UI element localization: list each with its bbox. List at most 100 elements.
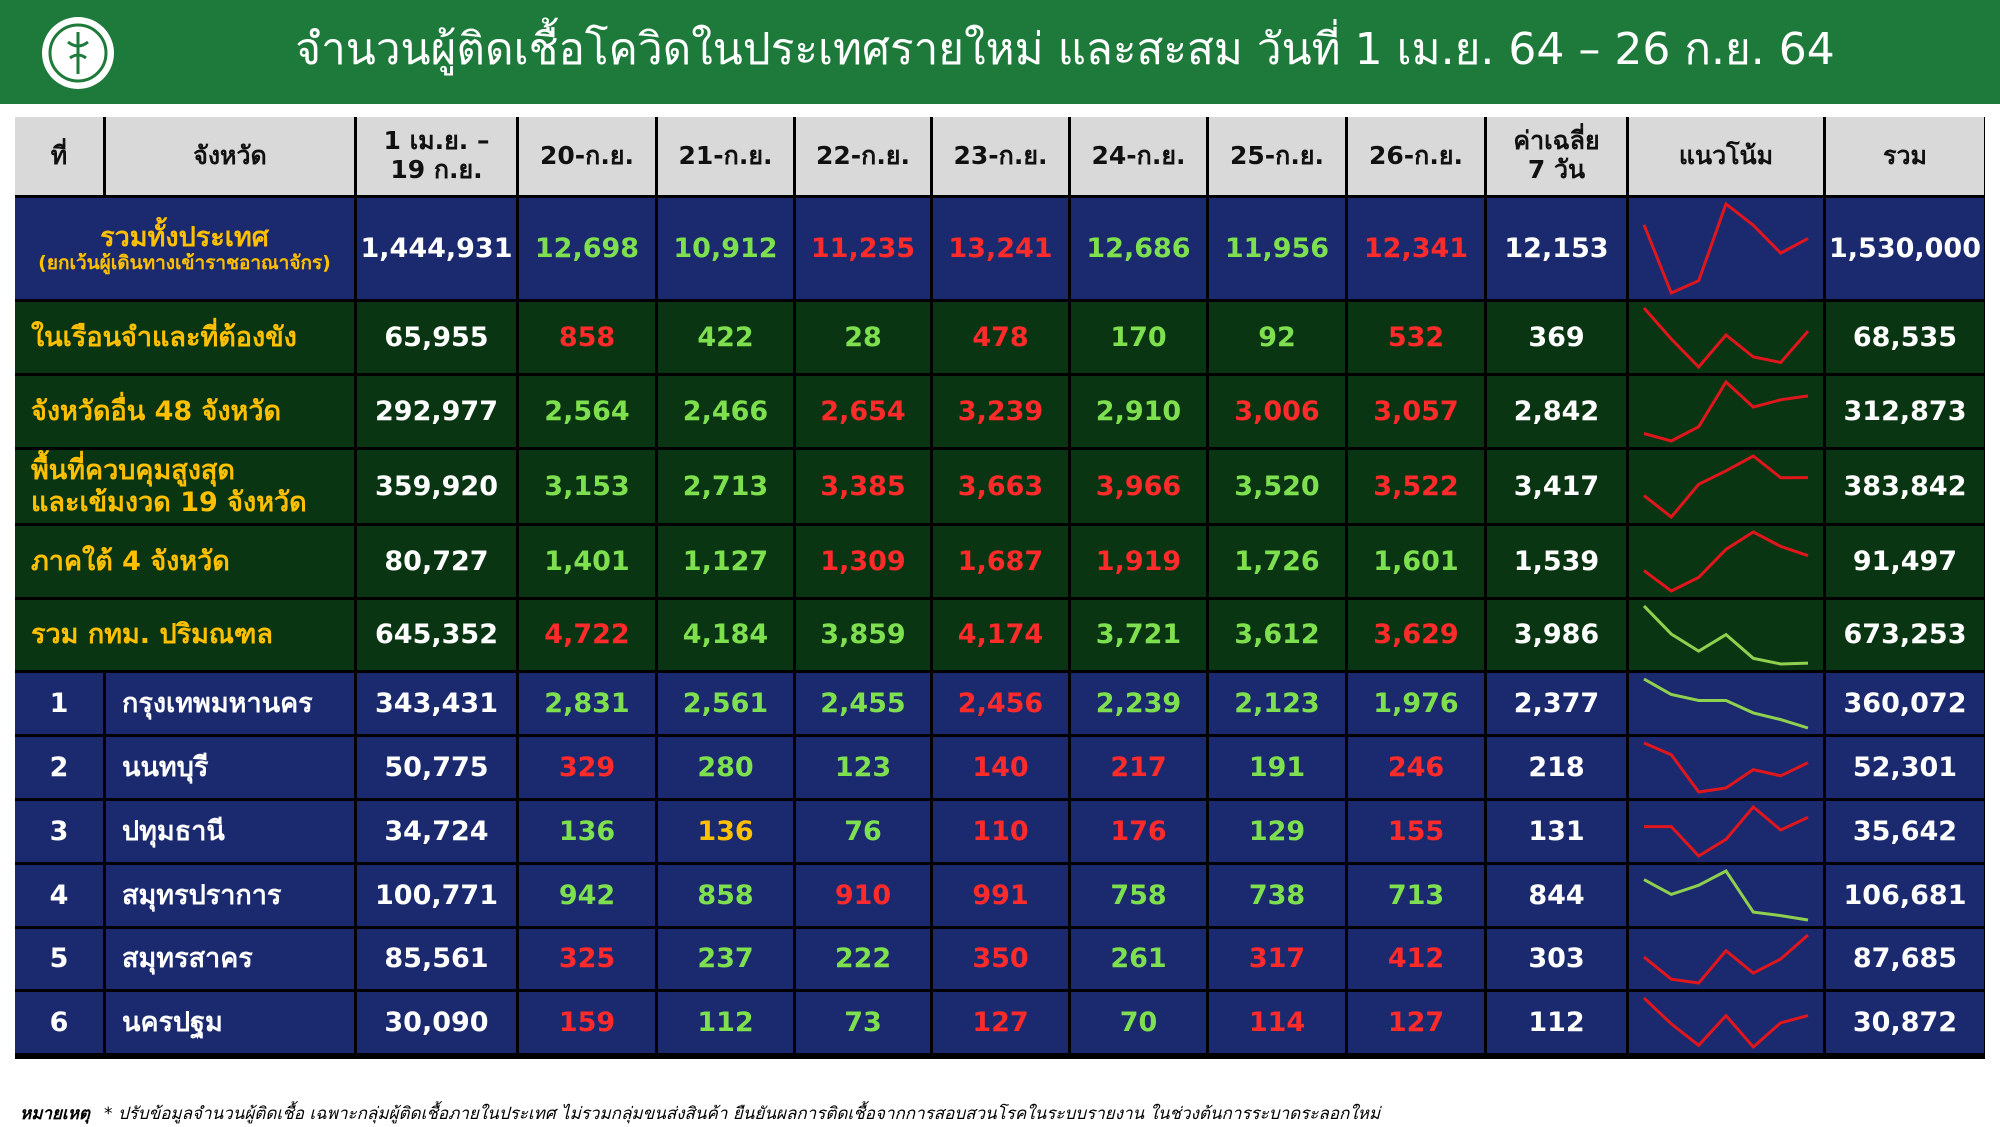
daily-cell: 3,057	[1348, 376, 1484, 447]
daily-cell: 3,859	[796, 600, 930, 670]
daily-cell: 70	[1071, 992, 1206, 1053]
sparkline	[1642, 307, 1810, 370]
header-text: 21-ก.ย.	[678, 140, 773, 170]
daily-cell: 123	[796, 737, 930, 798]
daily-cell: 858	[658, 865, 793, 926]
row-label-text: นครปฐม	[122, 1006, 223, 1038]
daily-cell: 127	[933, 992, 1068, 1053]
average-cell: 2,377	[1487, 673, 1626, 734]
row-label: รวมทั้งประเทศ (ยกเว้นผู้เดินทางเข้าราชอาณ…	[15, 198, 354, 299]
daily-cell: 12,686	[1071, 198, 1206, 299]
daily-value: 3,522	[1373, 470, 1459, 502]
average-value: 131	[1528, 815, 1585, 847]
daily-cell: 1,127	[658, 526, 793, 597]
daily-value: 127	[1387, 1006, 1445, 1038]
daily-cell: 2,455	[796, 673, 930, 734]
daily-value: 2,466	[682, 395, 769, 427]
average-value: 112	[1528, 1006, 1585, 1038]
trend-cell	[1629, 198, 1823, 299]
daily-value: 3,057	[1373, 395, 1459, 427]
total-cell: 68,535	[1826, 302, 1984, 373]
daily-value: 28	[844, 321, 882, 353]
daily-value: 3,966	[1095, 470, 1182, 502]
daily-cell: 2,831	[519, 673, 655, 734]
daily-value: 92	[1258, 321, 1296, 353]
trend-line	[1643, 379, 1809, 443]
daily-value: 70	[1119, 1006, 1158, 1038]
cumulative-value: 65,955	[384, 321, 489, 353]
total-value: 87,685	[1852, 943, 1958, 975]
daily-cell: 246	[1348, 737, 1484, 798]
row-label-text: ปทุมธานี	[122, 815, 225, 847]
trend-cell	[1629, 865, 1823, 926]
cumulative-value: 34,724	[384, 815, 489, 847]
header-text: 19 ก.ย.	[390, 155, 483, 184]
trend-line	[1642, 996, 1809, 1050]
daily-cell: 110	[933, 801, 1068, 862]
trend-cell	[1629, 737, 1823, 798]
row-label-text: สมุทรสาคร	[122, 943, 253, 975]
daily-cell: 217	[1071, 737, 1206, 798]
sparkline	[1642, 201, 1809, 296]
total-cell: 91,497	[1826, 526, 1984, 597]
row-number-text: 4	[49, 879, 69, 911]
data-table: ที่ จังหวัด 1 เม.ย. –19 ก.ย. 20-ก.ย. 21-ก.ย.…	[15, 117, 1985, 1059]
daily-cell: 10,912	[658, 198, 793, 299]
daily-value: 758	[1110, 879, 1167, 911]
daily-value: 191	[1248, 751, 1306, 783]
cumulative-value: 100,771	[375, 879, 498, 911]
total-cell: 383,842	[1826, 450, 1984, 523]
header-text: 1 เม.ย. –	[383, 126, 490, 156]
daily-value: 2,561	[682, 687, 769, 719]
cumulative-cell: 645,352	[357, 600, 516, 670]
total-value: 360,072	[1843, 687, 1967, 719]
header-cell: 24-ก.ย.	[1071, 117, 1206, 195]
daily-value: 2,123	[1234, 687, 1320, 719]
trend-cell	[1629, 673, 1823, 734]
daily-value: 858	[697, 879, 754, 911]
daily-value: 3,520	[1234, 470, 1320, 502]
row-label: นนทบุรี	[106, 737, 354, 798]
daily-value: 11,956	[1224, 232, 1330, 264]
row-number: 5	[15, 929, 103, 989]
row-number: 2	[15, 737, 103, 798]
row-label-text: รวมทั้งประเทศ	[100, 222, 269, 254]
daily-cell: 412	[1348, 929, 1484, 989]
row-number: 3	[15, 801, 103, 862]
daily-value: 12,686	[1086, 232, 1191, 264]
row-label: กรุงเทพมหานคร	[106, 673, 354, 734]
total-value: 52,301	[1852, 751, 1958, 783]
daily-cell: 2,239	[1071, 673, 1206, 734]
daily-value: 329	[558, 751, 616, 783]
daily-cell: 13,241	[933, 198, 1068, 299]
trend-line	[1643, 530, 1809, 593]
sparkline	[1642, 604, 1809, 666]
cumulative-value: 343,431	[375, 687, 498, 719]
sparkline	[1643, 454, 1809, 520]
average-value: 369	[1528, 321, 1585, 353]
daily-cell: 942	[519, 865, 655, 926]
daily-cell: 350	[933, 929, 1068, 989]
average-cell: 1,539	[1487, 526, 1626, 597]
sparkline	[1642, 996, 1809, 1050]
daily-cell: 1,726	[1209, 526, 1345, 597]
cumulative-cell: 359,920	[357, 450, 516, 523]
daily-cell: 325	[519, 929, 655, 989]
total-value: 673,253	[1843, 619, 1967, 651]
header-text: ที่	[50, 140, 68, 170]
trend-line	[1642, 604, 1809, 666]
cumulative-value: 30,090	[384, 1006, 489, 1038]
trend-line	[1643, 454, 1809, 520]
trend-line	[1642, 307, 1810, 370]
row-label: นครปฐม	[106, 992, 354, 1053]
daily-cell: 2,713	[658, 450, 793, 523]
daily-value: 1,309	[820, 545, 906, 577]
daily-value: 13,241	[948, 232, 1053, 264]
average-value: 2,842	[1513, 395, 1600, 427]
daily-value: 2,713	[682, 470, 769, 502]
average-value: 2,377	[1513, 687, 1600, 719]
daily-value: 412	[1387, 943, 1445, 975]
daily-value: 3,663	[957, 470, 1044, 502]
daily-value: 3,385	[820, 470, 906, 502]
